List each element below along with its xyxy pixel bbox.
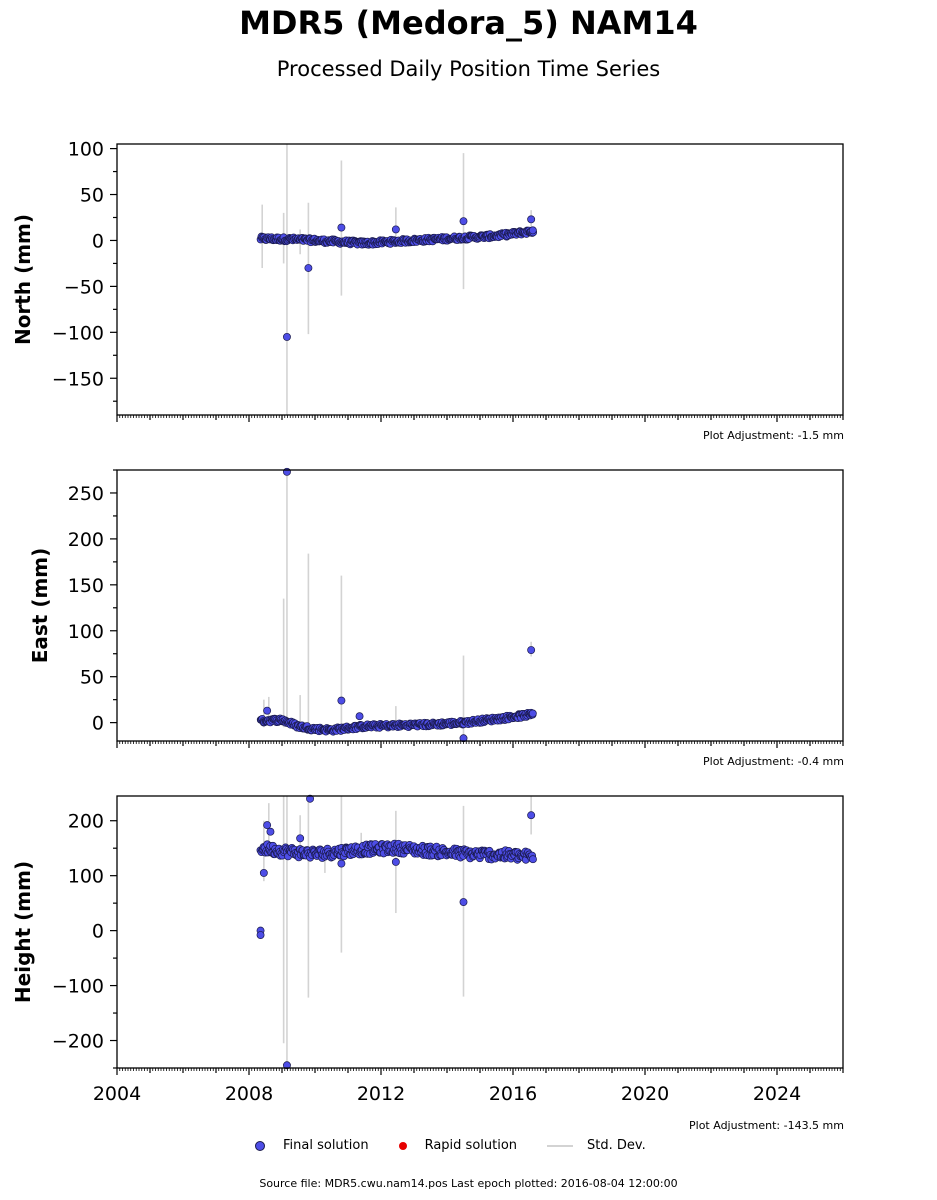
final-solution-outlier: [266, 827, 275, 836]
final-solution-outlier: [337, 223, 346, 232]
final-solution-outlier: [256, 931, 265, 939]
plot-frame: [116, 469, 844, 742]
final-solution-outlier: [263, 821, 272, 830]
y-tick-label: 250: [68, 483, 104, 505]
final-solution-outlier: [263, 706, 272, 715]
legend: Final solution Rapid solution Std. Dev.: [255, 1138, 676, 1153]
plot-frame: [116, 795, 844, 1069]
east-plot-adjustment: Plot Adjustment: -0.4 mm: [703, 755, 844, 768]
plot-frame: [116, 143, 844, 416]
final-solution-outlier: [528, 226, 537, 235]
x-tick-label: 2004: [93, 1083, 141, 1105]
north-plot-adjustment: Plot Adjustment: -1.5 mm: [703, 429, 844, 442]
final-solution-marker-icon: [255, 1140, 265, 1151]
final-solution-outlier: [337, 696, 346, 705]
y-tick-label: 50: [80, 667, 104, 689]
final-solution-outlier: [459, 898, 468, 907]
final-solution-outlier: [283, 1061, 291, 1070]
y-tick-label: −100: [52, 322, 104, 344]
final-solution-outlier: [337, 859, 346, 868]
y-tick-label: −100: [52, 976, 104, 998]
y-tick-label: −150: [52, 368, 104, 390]
y-axis-label: East (mm): [28, 548, 52, 664]
final-solution-outlier: [459, 217, 468, 226]
x-tick-label: 2020: [621, 1083, 669, 1105]
x-tick-label: 2008: [225, 1083, 273, 1105]
y-tick-label: 0: [92, 713, 104, 735]
final-solution-point: [528, 855, 537, 864]
height-plot-adjustment: Plot Adjustment: -143.5 mm: [689, 1119, 844, 1132]
y-tick-label: 100: [68, 621, 104, 643]
y-tick-label: 100: [68, 866, 104, 888]
legend-item-rapid: Rapid solution: [398, 1138, 518, 1153]
final-solution-outlier: [527, 811, 536, 820]
y-tick-label: 0: [92, 230, 104, 252]
chart-subtitle: Processed Daily Position Time Series: [276, 57, 661, 81]
legend-label-rapid: Rapid solution: [424, 1138, 518, 1153]
chart-title: MDR5 (Medora_5) NAM14: [239, 4, 698, 42]
final-solution-outlier: [306, 794, 314, 803]
y-axis-label: Height (mm): [11, 861, 35, 1003]
y-tick-label: 200: [68, 811, 104, 833]
final-solution-outlier: [259, 868, 268, 877]
x-tick-label: 2012: [357, 1083, 405, 1105]
source-footer: Source file: MDR5.cwu.nam14.pos Last epo…: [259, 1177, 678, 1190]
final-solution-outlier: [283, 332, 291, 341]
final-solution-outlier: [527, 646, 536, 655]
std-dev-line-icon: [547, 1144, 574, 1147]
final-solution-outlier: [391, 225, 400, 234]
final-solution-outlier: [304, 264, 313, 272]
rapid-solution-marker-icon: [398, 1141, 407, 1150]
y-tick-label: 0: [92, 921, 104, 943]
legend-label-std: Std. Dev.: [587, 1138, 646, 1153]
final-solution-outlier: [296, 834, 305, 843]
final-solution-outlier: [527, 215, 536, 224]
y-tick-label: 200: [68, 529, 104, 551]
y-tick-label: −200: [52, 1031, 104, 1053]
y-tick-label: 50: [80, 185, 104, 207]
legend-item-std: Std. Dev.: [547, 1138, 646, 1153]
final-solution-outlier: [355, 712, 364, 721]
x-tick-label: 2016: [489, 1083, 537, 1105]
final-solution-outlier: [391, 857, 400, 866]
final-solution-outlier: [283, 467, 291, 476]
y-tick-label: −50: [64, 276, 104, 298]
y-axis-label: North (mm): [11, 214, 35, 345]
legend-label-final: Final solution: [283, 1138, 369, 1153]
y-tick-label: 150: [68, 575, 104, 597]
final-solution-outlier: [528, 709, 537, 718]
x-tick-label: 2024: [753, 1083, 801, 1105]
legend-item-final: Final solution: [255, 1138, 369, 1153]
y-tick-label: 100: [68, 139, 104, 161]
